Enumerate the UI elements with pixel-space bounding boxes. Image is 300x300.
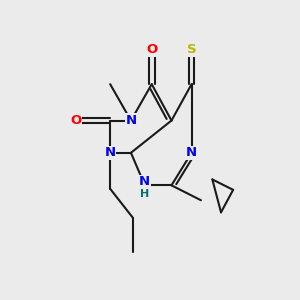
- Text: H: H: [140, 189, 149, 199]
- Text: N: N: [139, 176, 150, 188]
- Text: O: O: [70, 114, 81, 127]
- Text: S: S: [187, 43, 196, 56]
- Text: N: N: [186, 146, 197, 159]
- Text: O: O: [146, 43, 158, 56]
- Text: N: N: [105, 146, 116, 159]
- Text: N: N: [139, 179, 150, 192]
- Text: N: N: [125, 114, 136, 127]
